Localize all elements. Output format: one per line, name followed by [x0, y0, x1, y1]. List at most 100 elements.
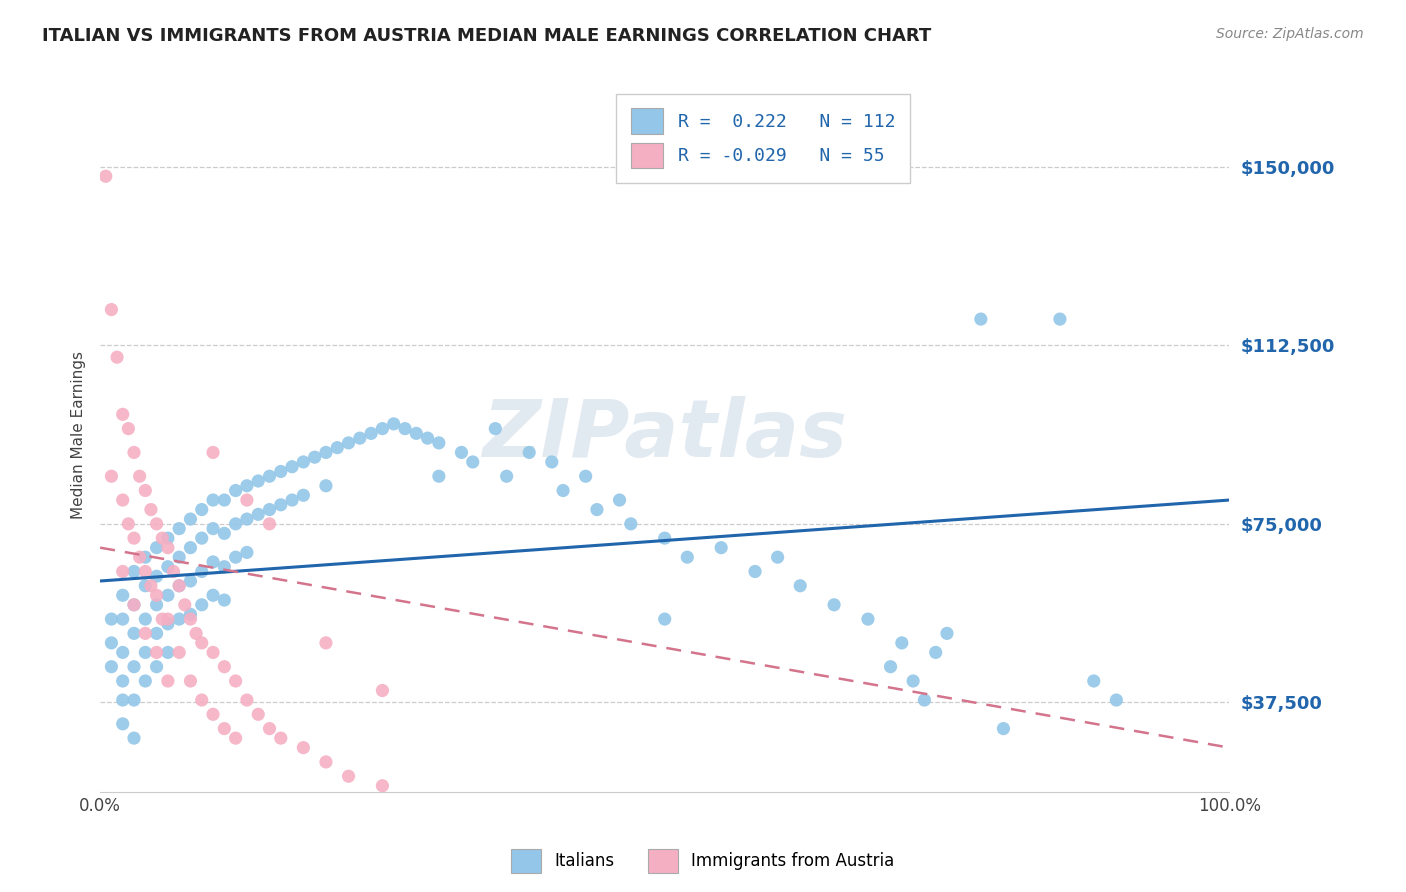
- Point: [214, 526, 236, 541]
- Point: [281, 493, 304, 508]
- Point: [236, 545, 259, 559]
- Point: [371, 779, 394, 793]
- Point: [450, 445, 472, 459]
- Point: [156, 645, 179, 659]
- Point: [145, 516, 167, 531]
- Point: [315, 445, 337, 459]
- Point: [551, 483, 574, 498]
- Point: [371, 422, 394, 436]
- Point: [111, 493, 134, 508]
- Point: [100, 659, 122, 673]
- Point: [360, 426, 382, 441]
- Point: [214, 722, 236, 736]
- Point: [179, 673, 201, 688]
- Point: [247, 474, 270, 488]
- Point: [416, 431, 439, 445]
- Point: [128, 550, 150, 565]
- Point: [156, 673, 179, 688]
- Point: [214, 593, 236, 607]
- Point: [225, 516, 247, 531]
- Point: [179, 607, 201, 622]
- Point: [225, 731, 247, 745]
- Point: [789, 579, 811, 593]
- Legend: Italians, Immigrants from Austria: Italians, Immigrants from Austria: [505, 842, 901, 880]
- Point: [912, 693, 935, 707]
- Point: [427, 436, 450, 450]
- Point: [94, 169, 117, 184]
- Point: [122, 598, 145, 612]
- Point: [337, 436, 360, 450]
- Point: [484, 422, 506, 436]
- Point: [202, 707, 225, 722]
- Point: [970, 312, 993, 326]
- Point: [890, 636, 912, 650]
- Point: [292, 740, 315, 755]
- Point: [167, 522, 190, 536]
- Point: [270, 731, 292, 745]
- Point: [495, 469, 517, 483]
- Point: [236, 693, 259, 707]
- Point: [134, 579, 156, 593]
- Point: [575, 469, 598, 483]
- Point: [184, 626, 207, 640]
- Point: [993, 722, 1015, 736]
- Point: [111, 565, 134, 579]
- Point: [134, 645, 156, 659]
- Point: [111, 645, 134, 659]
- Point: [292, 488, 315, 502]
- Point: [111, 612, 134, 626]
- Point: [190, 502, 212, 516]
- Point: [156, 559, 179, 574]
- Point: [405, 426, 427, 441]
- Point: [134, 565, 156, 579]
- Point: [156, 616, 179, 631]
- Point: [225, 550, 247, 565]
- Text: ZIPatlas: ZIPatlas: [482, 395, 848, 474]
- Point: [270, 465, 292, 479]
- Point: [202, 493, 225, 508]
- Point: [654, 531, 676, 545]
- Point: [925, 645, 948, 659]
- Point: [259, 502, 281, 516]
- Point: [190, 531, 212, 545]
- Y-axis label: Median Male Earnings: Median Male Earnings: [72, 351, 86, 518]
- Point: [150, 612, 173, 626]
- Point: [139, 502, 162, 516]
- Legend: R =  0.222   N = 112, R = -0.029   N = 55: R = 0.222 N = 112, R = -0.029 N = 55: [616, 94, 910, 183]
- Point: [190, 636, 212, 650]
- Point: [202, 555, 225, 569]
- Point: [710, 541, 733, 555]
- Point: [823, 598, 845, 612]
- Point: [766, 550, 789, 565]
- Point: [236, 512, 259, 526]
- Point: [162, 565, 184, 579]
- Point: [111, 673, 134, 688]
- Point: [111, 588, 134, 602]
- Point: [100, 636, 122, 650]
- Point: [111, 693, 134, 707]
- Point: [128, 469, 150, 483]
- Point: [586, 502, 609, 516]
- Point: [901, 673, 924, 688]
- Point: [122, 731, 145, 745]
- Point: [122, 659, 145, 673]
- Point: [122, 626, 145, 640]
- Point: [1083, 673, 1105, 688]
- Point: [145, 541, 167, 555]
- Point: [145, 598, 167, 612]
- Point: [427, 469, 450, 483]
- Text: ITALIAN VS IMMIGRANTS FROM AUSTRIA MEDIAN MALE EARNINGS CORRELATION CHART: ITALIAN VS IMMIGRANTS FROM AUSTRIA MEDIA…: [42, 27, 931, 45]
- Text: Source: ZipAtlas.com: Source: ZipAtlas.com: [1216, 27, 1364, 41]
- Point: [879, 659, 901, 673]
- Point: [100, 302, 122, 317]
- Point: [156, 612, 179, 626]
- Point: [145, 659, 167, 673]
- Point: [145, 626, 167, 640]
- Point: [179, 574, 201, 588]
- Point: [117, 516, 139, 531]
- Point: [236, 493, 259, 508]
- Point: [122, 445, 145, 459]
- Point: [259, 516, 281, 531]
- Point: [156, 531, 179, 545]
- Point: [315, 755, 337, 769]
